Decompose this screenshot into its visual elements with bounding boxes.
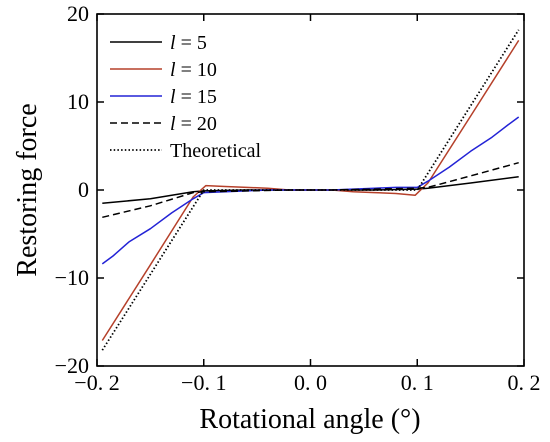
- x-tick-label: −0. 1: [181, 370, 226, 395]
- x-tick-label: 0. 0: [294, 370, 327, 395]
- y-tick-label: −10: [55, 265, 89, 290]
- legend: l = 5 l = 10 l = 15 l = 20 Theoretical: [110, 32, 261, 162]
- series-line-4: [101, 29, 520, 351]
- y-axis-label: Restoring force: [12, 103, 43, 276]
- y-tick-label: 10: [67, 89, 89, 114]
- legend-label-2: l = 15: [170, 86, 217, 108]
- y-tick-label: 20: [67, 1, 89, 26]
- legend-label-0: l = 5: [170, 32, 207, 54]
- legend-label-3: l = 20: [170, 113, 217, 135]
- x-tick-label: 0. 1: [401, 370, 434, 395]
- x-axis-label: Rotational angle (°): [199, 404, 420, 435]
- x-tick-label: 0. 2: [508, 370, 541, 395]
- legend-label-4: Theoretical: [170, 140, 261, 162]
- axes-layer: −0. 2 −0. 1 0. 0 0. 1 0. 2 −20 −10 0 10 20: [55, 1, 541, 395]
- x-tick-label: −0. 2: [74, 370, 119, 395]
- legend-label-1: l = 10: [170, 59, 217, 81]
- y-tick-label: 0: [78, 177, 89, 202]
- y-tick-label: −20: [55, 353, 89, 378]
- series-layer: [101, 29, 520, 351]
